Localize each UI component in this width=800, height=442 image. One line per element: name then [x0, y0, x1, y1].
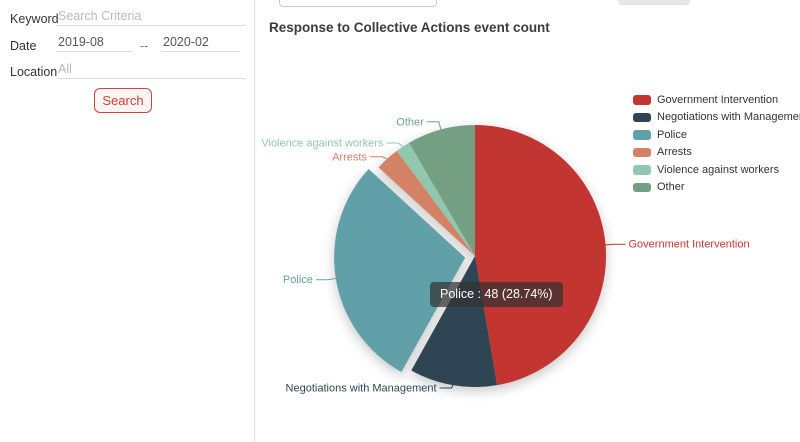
search-form-panel: Keyword Date -- Location Search: [0, 0, 254, 442]
chart-legend: Government Intervention Negotiations with…: [633, 93, 800, 200]
legend-item-violence-against-workers[interactable]: Violence against workers: [633, 163, 800, 176]
search-button[interactable]: Search: [94, 88, 152, 113]
pie-slices: [334, 125, 606, 387]
legend-item-negotiations-with-management[interactable]: Negotiations with Management: [633, 111, 800, 124]
date-range-separator: --: [140, 39, 149, 53]
legend-swatch-negotiations-with-management: [633, 112, 651, 122]
pie-label-line-arrests: [369, 156, 388, 160]
legend-swatch-violence-against-workers: [633, 165, 651, 175]
date-to-input[interactable]: [161, 33, 240, 52]
pie-slice-police[interactable]: [334, 168, 466, 373]
top-button-partial[interactable]: [618, 0, 690, 5]
pie-label-government-intervention: Government Intervention: [629, 239, 750, 251]
pie-label-violence-against-workers: Violence against workers: [261, 137, 384, 149]
pie-label-line-government-intervention: [605, 243, 626, 246]
legend-swatch-government-intervention: [633, 95, 651, 105]
chart-panel: Response to Collective Actions event cou…: [255, 0, 800, 442]
legend-label-government-intervention: Government Intervention: [657, 93, 779, 106]
pie-label-line-negotiations-with-management: [439, 384, 454, 389]
pie-slice-government-intervention[interactable]: [475, 125, 606, 386]
pie-label-line-violence-against-workers: [386, 142, 404, 148]
pie-label-police: Police: [283, 274, 313, 286]
legend-item-government-intervention[interactable]: Government Intervention: [633, 93, 800, 106]
legend-item-police[interactable]: Police: [633, 128, 800, 141]
pie-slice-other[interactable]: [409, 125, 475, 256]
location-input[interactable]: [56, 60, 246, 79]
chart-tooltip: Police : 48 (28.74%): [430, 282, 563, 307]
top-input-partial[interactable]: [279, 0, 437, 7]
location-label: Location: [10, 65, 58, 79]
pie-label-line-police: [315, 277, 336, 281]
pie-labels: Government Intervention Negotiations with…: [261, 116, 749, 394]
legend-swatch-arrests: [633, 147, 651, 157]
legend-item-other[interactable]: Other: [633, 181, 800, 194]
legend-label-negotiations-with-management: Negotiations with Management: [657, 111, 800, 124]
pie-label-lines: [315, 121, 626, 389]
pie-slice-violence-against-workers[interactable]: [396, 142, 475, 256]
legend-label-other: Other: [657, 181, 685, 194]
panel-divider: [254, 0, 255, 442]
legend-item-arrests[interactable]: Arrests: [633, 146, 800, 159]
date-label: Date: [10, 39, 37, 53]
pie-slice-arrests[interactable]: [378, 150, 475, 256]
pie-label-arrests: Arrests: [332, 151, 367, 163]
pie-label-line-other: [426, 121, 442, 130]
legend-label-arrests: Arrests: [657, 146, 692, 159]
legend-label-police: Police: [657, 128, 687, 141]
keyword-label: Keyword: [10, 12, 59, 26]
pie-chart: Government Intervention Negotiations with…: [261, 116, 749, 394]
legend-swatch-police: [633, 130, 651, 140]
date-from-input[interactable]: [56, 33, 133, 52]
pie-label-other: Other: [396, 116, 424, 128]
keyword-input[interactable]: [56, 7, 246, 26]
pie-label-negotiations-with-management: Negotiations with Management: [286, 383, 437, 395]
chart-title: Response to Collective Actions event cou…: [269, 20, 550, 35]
legend-label-violence-against-workers: Violence against workers: [657, 163, 780, 176]
legend-swatch-other: [633, 182, 651, 192]
